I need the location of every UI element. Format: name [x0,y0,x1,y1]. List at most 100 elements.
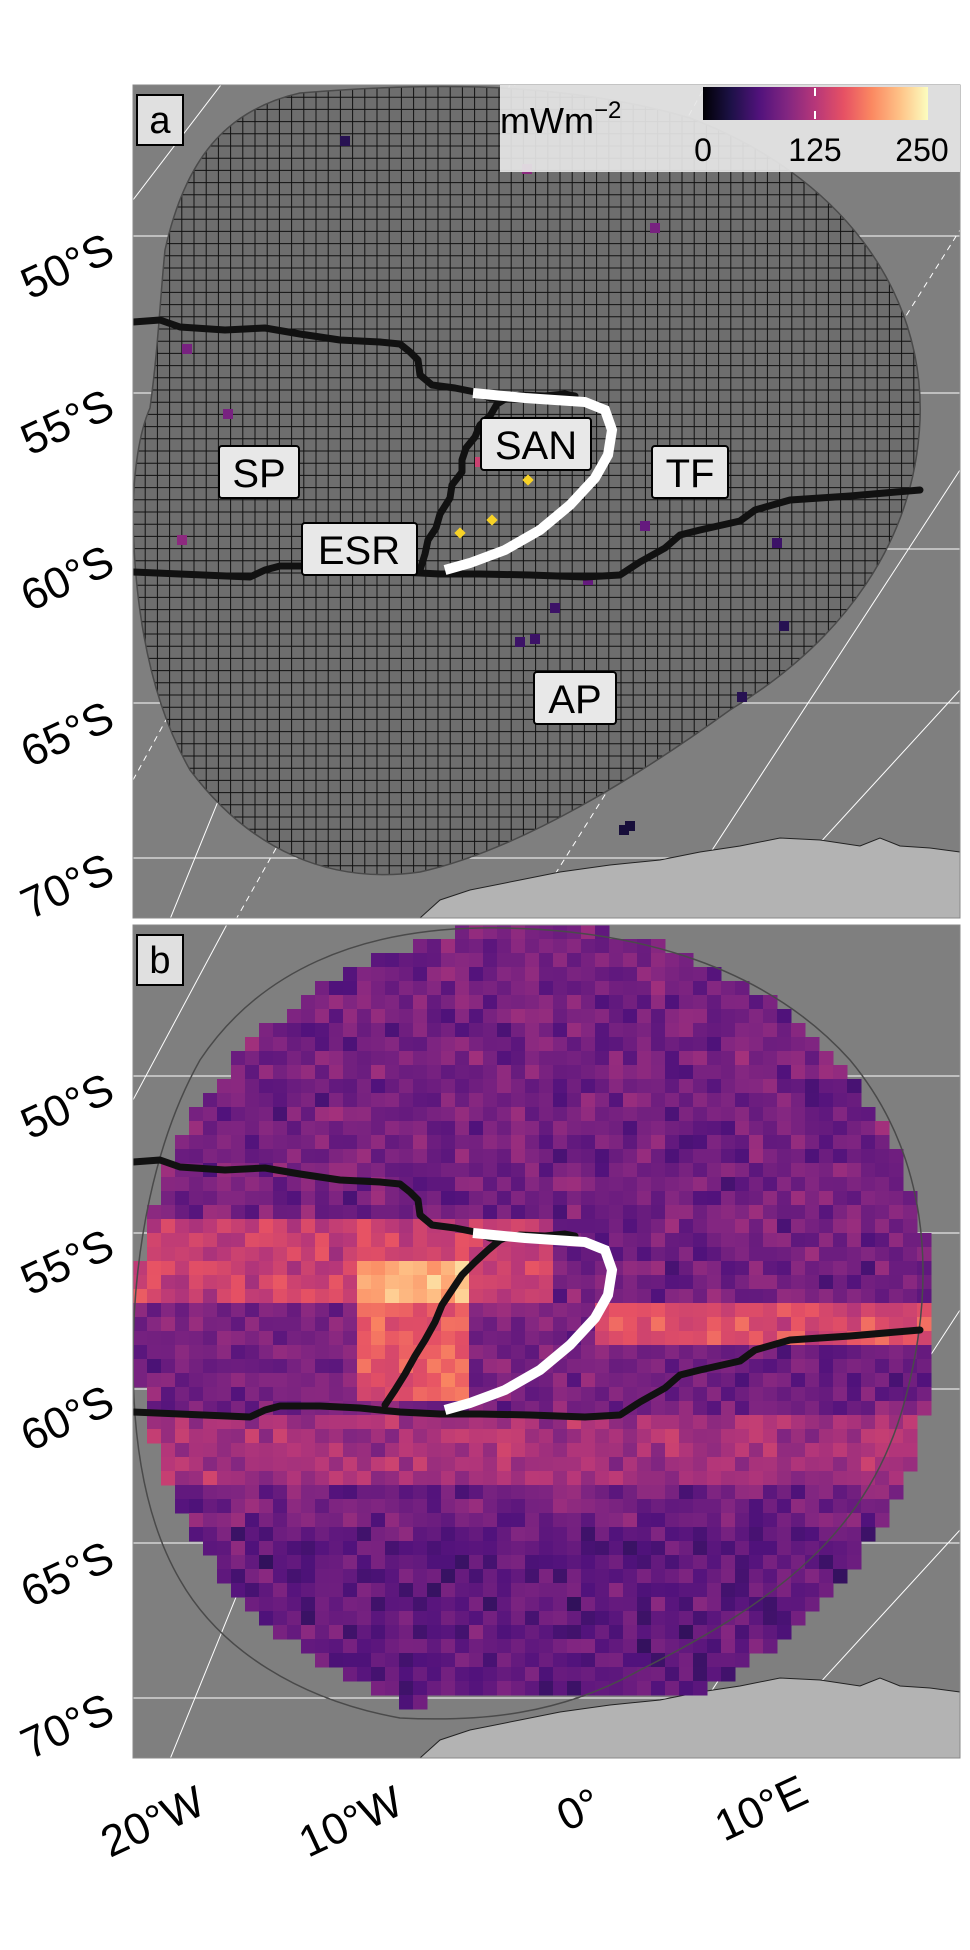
heat-flow-cell [203,1443,218,1458]
heat-flow-cell [329,1485,344,1500]
heat-flow-cell [469,1499,484,1514]
heat-flow-cell [343,1471,358,1486]
heat-flow-cell [819,1219,834,1234]
heat-flow-cell [567,939,582,954]
heat-flow-cell [805,1499,820,1514]
heat-flow-cell [567,1373,582,1388]
heat-flow-cell [861,1513,876,1528]
heat-flow-cell [525,1121,540,1136]
heat-flow-cell [749,1415,764,1430]
heat-flow-cell [483,1597,498,1612]
heat-flow-cell [217,1373,232,1388]
heat-flow-cell [497,1485,512,1500]
heat-flow-cell [511,1429,526,1444]
heat-flow-cell [385,1443,400,1458]
heat-flow-cell [665,1135,680,1150]
heat-flow-cell [651,1583,666,1598]
heat-flow-cell [231,1583,246,1598]
heat-flow-cell [721,1597,736,1612]
heat-flow-cell [441,1569,456,1584]
heat-flow-cell [133,1261,148,1276]
heat-flow-cell [511,1513,526,1528]
heat-flow-cell [259,1107,274,1122]
heat-flow-cell [819,1541,834,1556]
heat-flow-cell [329,1569,344,1584]
heat-flow-cell [539,1135,554,1150]
heat-flow-cell [903,1191,918,1206]
heat-flow-cell [357,1597,372,1612]
heat-flow-cell [525,1219,540,1234]
heat-flow-cell [413,1037,428,1052]
heat-flow-cell [441,1625,456,1640]
heat-flow-cell [735,1373,750,1388]
heat-flow-cell [553,1471,568,1486]
heat-flow-cell [735,1037,750,1052]
heat-flow-cell [693,1653,708,1668]
heat-flow-cell [203,1527,218,1542]
heat-flow-cell [777,1261,792,1276]
lon-label-10e: 10°E [708,1766,816,1851]
heat-flow-cell [679,1569,694,1584]
heat-flow-cell [749,1037,764,1052]
heat-flow-cell [665,1471,680,1486]
latitude-labels-b: 50°S 55°S 60°S 65°S 70°S [14,1064,122,1769]
heat-flow-cell [483,995,498,1010]
heat-flow-cell [581,1485,596,1500]
heat-flow-cell [217,1387,232,1402]
heat-flow-cell [511,953,526,968]
heat-flow-cell [763,1247,778,1262]
heat-flow-cell [525,1107,540,1122]
heat-flow-cell [805,1303,820,1318]
heat-flow-cell [595,1499,610,1514]
panel-b-label: b [136,934,184,986]
heat-flow-cell [399,1149,414,1164]
heat-flow-cell [413,1387,428,1402]
heat-flow-cell [441,939,456,954]
heat-flow-cell [301,1429,316,1444]
heat-flow-cell [231,1205,246,1220]
heat-flow-cell [343,1331,358,1346]
heat-flow-cell [665,1387,680,1402]
heat-flow-cell [819,1527,834,1542]
heat-flow-cell [623,1079,638,1094]
heat-flow-cell [385,1163,400,1178]
heat-flow-cell [833,1457,848,1472]
heat-flow-cell [833,1527,848,1542]
heat-flow-cell [819,1457,834,1472]
heat-flow-cell [371,1373,386,1388]
heat-flow-cell [357,1023,372,1038]
heat-flow-cell [483,1429,498,1444]
heat-flow-cell [469,1163,484,1178]
heat-flow-cell [483,1079,498,1094]
heat-flow-cell [427,1275,442,1290]
heat-flow-cell [217,1149,232,1164]
heat-flow-cell [539,981,554,996]
heat-flow-cell [343,1051,358,1066]
heat-flow-cell [581,1569,596,1584]
heat-flow-cell [595,1541,610,1556]
heat-flow-cell [875,1261,890,1276]
heat-flow-cell [525,1009,540,1024]
heat-flow-cell [665,1191,680,1206]
heat-flow-cell [343,1583,358,1598]
heat-flow-cell [511,1317,526,1332]
heat-flow-cell [861,1275,876,1290]
heat-flow-cell [791,1037,806,1052]
heat-flow-cell [385,1639,400,1654]
heat-flow-cell [637,1471,652,1486]
heat-flow-cell [651,1639,666,1654]
heat-flow-cell [427,981,442,996]
heat-flow-cell [483,939,498,954]
heat-flow-cell [189,1219,204,1234]
heat-flow-cell [637,1247,652,1262]
heat-flow-cell [287,1107,302,1122]
heat-flow-cell [287,1121,302,1136]
heat-flow-cell [273,1289,288,1304]
heat-flow-cell [301,1485,316,1500]
heat-flow-cell [553,1275,568,1290]
heat-flow-cell [483,1191,498,1206]
heat-flow-cell [287,1499,302,1514]
heat-flow-cell [203,1135,218,1150]
heat-flow-cell [385,953,400,968]
heat-flow-cell [735,1331,750,1346]
